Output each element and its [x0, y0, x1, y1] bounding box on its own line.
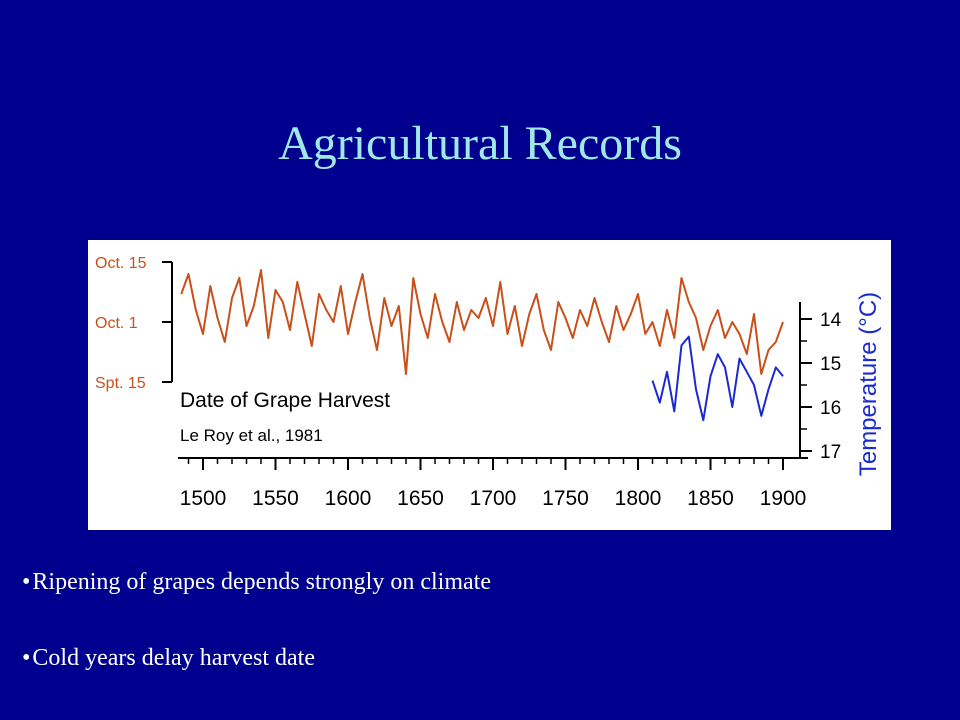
x-tick-label: 1700: [470, 487, 517, 510]
chart-annotations: Date of Grape Harvest Le Roy et al., 1981: [180, 389, 390, 445]
bullet-glyph: •: [22, 569, 31, 595]
chart-series: [180, 269, 784, 422]
bullet-item-1: •Ripening of grapes depends strongly on …: [22, 564, 491, 600]
bullet-text: Ripening of grapes depends strongly on c…: [32, 569, 491, 595]
x-tick-label: 1550: [252, 487, 299, 510]
right-tick-label: 15: [820, 354, 841, 375]
x-tick-label: 1750: [542, 487, 589, 510]
right-axis-ticks: 14 15 16 17 Temperature (°C): [800, 292, 882, 476]
bullet-item-2: •Cold years delay harvest date: [22, 640, 315, 676]
x-tick-label: 1650: [397, 487, 444, 510]
right-axis-label: Temperature (°C): [855, 292, 882, 476]
right-tick-label: 16: [820, 398, 841, 419]
bullet-text: Cold years delay harvest date: [32, 645, 315, 671]
harvest-date-line: [180, 269, 784, 375]
slide-title: Agricultural Records: [278, 117, 682, 170]
annotation-grape-harvest: Date of Grape Harvest: [180, 389, 390, 412]
x-tick-label: 1850: [687, 487, 734, 510]
right-tick-label: 17: [820, 442, 841, 463]
x-tick-label: 1800: [615, 487, 662, 510]
bullet-glyph: •: [22, 645, 31, 671]
left-tick-label: Oct. 15: [95, 255, 147, 272]
chart-panel: 1500 1550 1600 1650 1700 1750 1800 1850 1900 Oct…: [88, 240, 891, 530]
x-tick-label: 1500: [180, 487, 227, 510]
x-tick-label: 1600: [325, 487, 372, 510]
grape-harvest-chart: 1500 1550 1600 1650 1700 1750 1800 1850 1900 Oct…: [95, 255, 882, 510]
annotation-citation: Le Roy et al., 1981: [180, 426, 323, 445]
x-tick-label: 1900: [760, 487, 807, 510]
left-tick-label: Oct. 1: [95, 315, 138, 332]
temperature-line: [651, 335, 784, 422]
left-axis-ticks: Oct. 15 Oct. 1 Spt. 15: [95, 255, 172, 392]
right-tick-label: 14: [820, 310, 842, 331]
x-axis-ticks: 1500 1550 1600 1650 1700 1750 1800 1850 1900: [180, 458, 807, 510]
left-tick-label: Spt. 15: [95, 375, 146, 392]
